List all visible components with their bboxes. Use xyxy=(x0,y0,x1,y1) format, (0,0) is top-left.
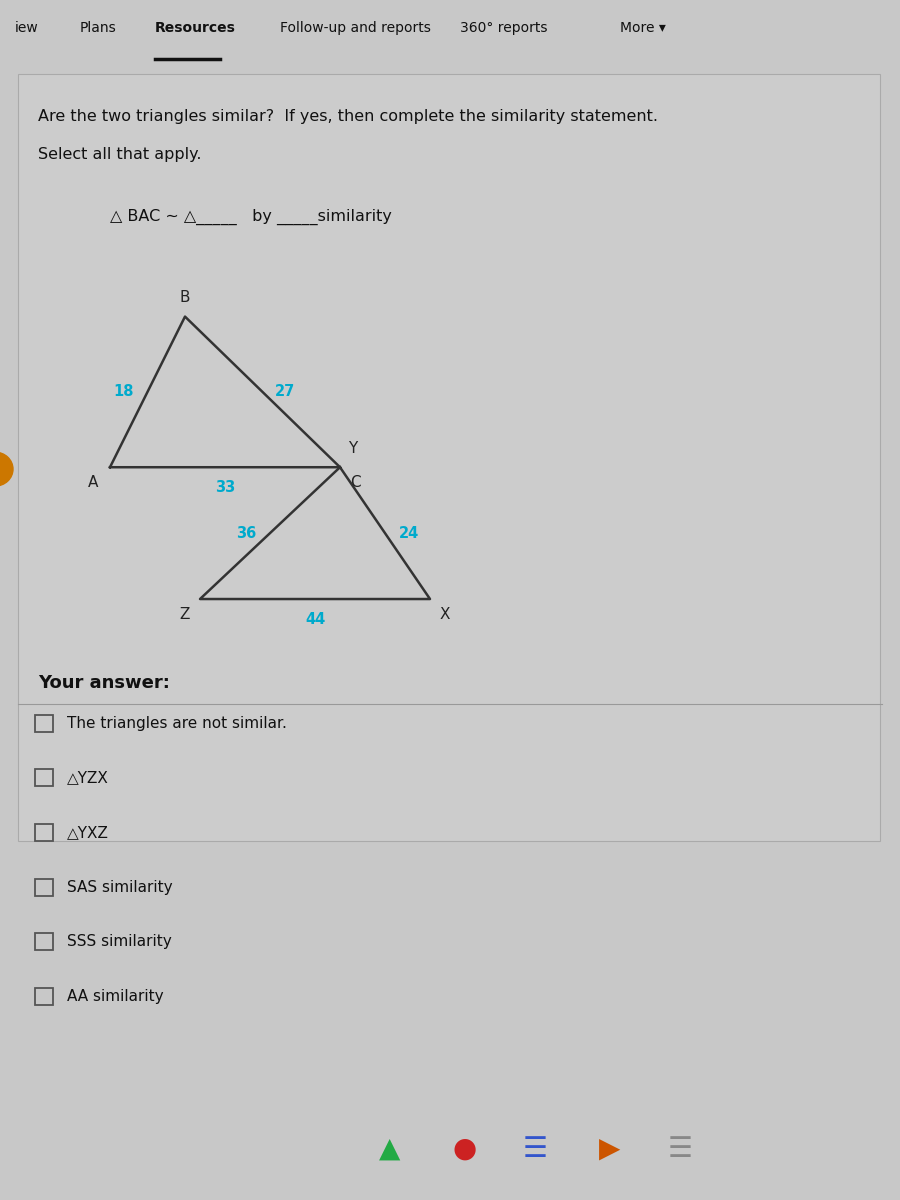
Text: Are the two triangles similar?  If yes, then complete the similarity statement.: Are the two triangles similar? If yes, t… xyxy=(38,109,658,125)
Bar xyxy=(35,934,53,950)
Text: 36: 36 xyxy=(236,526,256,541)
Text: C: C xyxy=(350,475,361,490)
Bar xyxy=(35,878,53,895)
Text: AA similarity: AA similarity xyxy=(67,989,164,1004)
Bar xyxy=(35,715,53,732)
Text: iew: iew xyxy=(15,22,39,35)
Text: ▶: ▶ xyxy=(599,1135,621,1163)
Text: Y: Y xyxy=(348,440,357,456)
FancyBboxPatch shape xyxy=(18,73,880,841)
Bar xyxy=(35,824,53,841)
Circle shape xyxy=(0,452,13,486)
Bar xyxy=(35,769,53,786)
Text: 24: 24 xyxy=(399,526,419,541)
Text: SAS similarity: SAS similarity xyxy=(67,880,173,895)
Text: △YZX: △YZX xyxy=(67,770,109,786)
Text: Your answer:: Your answer: xyxy=(38,674,170,692)
Text: ▲: ▲ xyxy=(379,1135,400,1163)
Text: Follow-up and reports: Follow-up and reports xyxy=(280,22,431,35)
Text: B: B xyxy=(180,290,190,305)
Text: ☰: ☰ xyxy=(523,1135,547,1163)
Text: ☰: ☰ xyxy=(668,1135,692,1163)
Text: Plans: Plans xyxy=(80,22,117,35)
Text: ●: ● xyxy=(453,1135,477,1163)
Bar xyxy=(35,988,53,1004)
Text: 27: 27 xyxy=(274,384,295,400)
Text: A: A xyxy=(87,475,98,490)
Text: 44: 44 xyxy=(305,612,325,628)
Text: More ▾: More ▾ xyxy=(620,22,666,35)
Text: X: X xyxy=(440,606,451,622)
Text: Z: Z xyxy=(180,606,190,622)
Text: △YXZ: △YXZ xyxy=(67,826,109,840)
Text: Select all that apply.: Select all that apply. xyxy=(38,148,202,162)
Text: 360° reports: 360° reports xyxy=(460,22,547,35)
Text: △ BAC ∼ △_____   by _____similarity: △ BAC ∼ △_____ by _____similarity xyxy=(110,209,392,224)
Text: SSS similarity: SSS similarity xyxy=(67,935,172,949)
Text: The triangles are not similar.: The triangles are not similar. xyxy=(67,716,287,731)
Text: 18: 18 xyxy=(113,384,133,400)
Text: 33: 33 xyxy=(215,480,235,496)
Text: Resources: Resources xyxy=(155,22,236,35)
